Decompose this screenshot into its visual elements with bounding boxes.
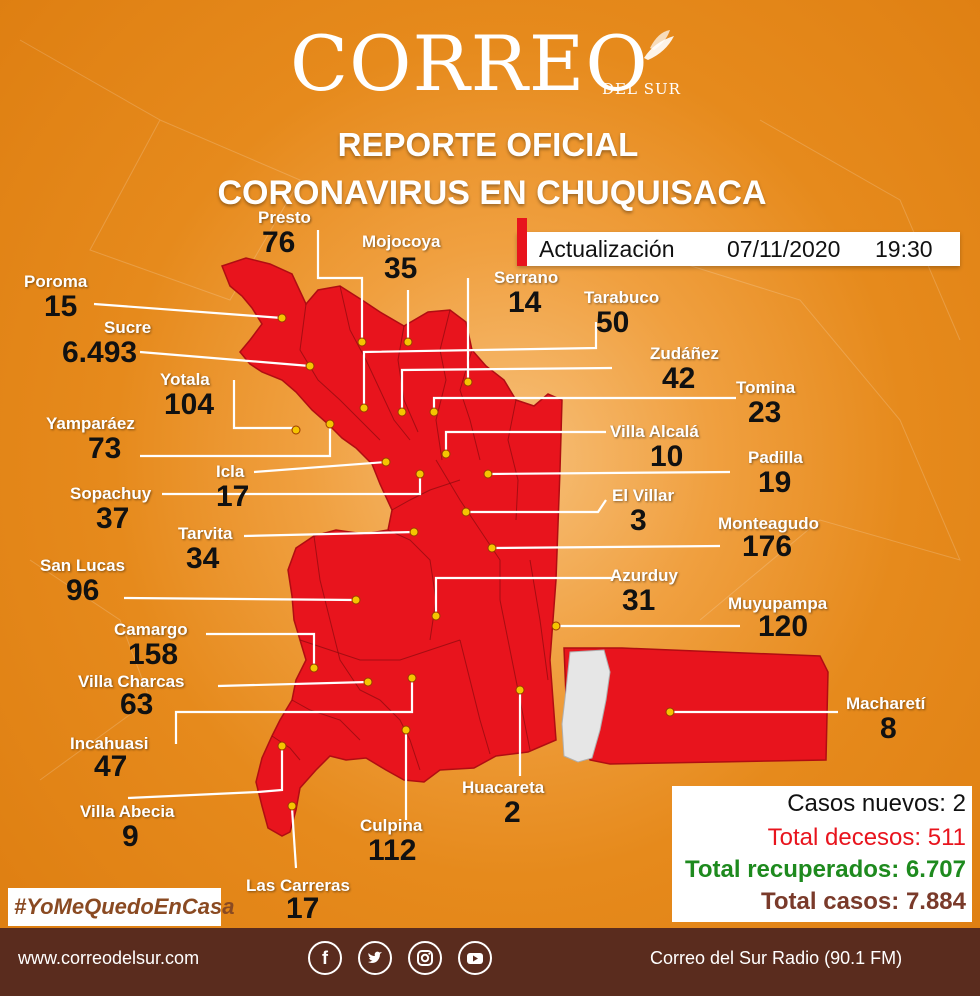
label-camargo: Camargo xyxy=(114,620,188,639)
update-accent-bar xyxy=(517,218,527,266)
value-presto: 76 xyxy=(262,226,296,259)
label-icla: Icla xyxy=(216,462,245,481)
label-sopachuy: Sopachuy xyxy=(70,484,152,503)
value-san-lucas: 96 xyxy=(66,574,100,607)
label-zudanez: Zudáñez xyxy=(650,344,719,363)
title-line-1: REPORTE OFICIAL xyxy=(337,126,639,163)
brand-sub: DEL SUR xyxy=(602,80,681,98)
label-villa-charcas: Villa Charcas xyxy=(78,672,185,691)
hashtag-badge: #YoMeQuedoEnCasa xyxy=(8,888,234,926)
stat-deaths: Total decesos: 511 xyxy=(767,824,966,851)
label-incahuasi: Incahuasi xyxy=(70,734,149,753)
label-monteagudo: Monteagudo xyxy=(718,514,820,533)
update-time: 19:30 xyxy=(875,236,933,262)
value-muyupampa: 120 xyxy=(758,610,809,643)
value-poroma: 15 xyxy=(44,290,78,323)
value-yamparaez: 73 xyxy=(88,432,122,465)
label-san-lucas: San Lucas xyxy=(40,556,126,575)
value-machareti: 8 xyxy=(880,712,897,745)
value-incahuasi: 47 xyxy=(94,750,128,783)
youtube-icon[interactable] xyxy=(458,941,492,975)
value-villa-alcala: 10 xyxy=(650,440,684,473)
value-las-carreras: 17 xyxy=(286,892,320,925)
update-label: Actualización xyxy=(539,236,675,262)
brand-name: CORREO xyxy=(290,19,649,108)
label-huacareta: Huacareta xyxy=(462,778,545,797)
title-line-2: CORONAVIRUS EN CHUQUISACA xyxy=(217,174,767,212)
stat-total: Total casos: 7.884 xyxy=(761,888,966,915)
label-serrano: Serrano xyxy=(494,268,559,287)
label-azurduy: Azurduy xyxy=(610,566,678,585)
label-poroma: Poroma xyxy=(24,272,88,291)
value-el-villar: 3 xyxy=(630,504,647,537)
municipal-borders xyxy=(271,285,549,771)
facebook-icon[interactable]: f xyxy=(308,941,342,975)
label-las-carreras: Las Carreras xyxy=(246,876,350,895)
value-huacareta: 2 xyxy=(504,796,521,829)
value-culpina: 112 xyxy=(368,834,417,867)
label-macharet: Macharetí xyxy=(846,694,926,713)
network-background xyxy=(19,39,961,781)
label-tomina: Tomina xyxy=(736,378,796,397)
value-padilla: 19 xyxy=(758,466,792,499)
leaf-icon xyxy=(644,30,674,60)
label-padilla: Padilla xyxy=(748,448,803,467)
label-muyupampa: Muyupampa xyxy=(728,594,828,613)
footer: www.correodelsur.com f Correo del Sur Ra… xyxy=(0,928,980,996)
label-mojocoya: Mojocoya xyxy=(362,232,441,251)
value-monteagudo: 176 xyxy=(742,530,793,563)
label-villa-alcala: Villa Alcalá xyxy=(610,422,699,441)
value-camargo: 158 xyxy=(128,638,179,671)
label-culpina: Culpina xyxy=(360,816,423,835)
leader-lines xyxy=(93,230,838,869)
value-tomina: 23 xyxy=(748,396,782,429)
value-tarabuco: 50 xyxy=(596,306,630,339)
value-villa-abecia: 9 xyxy=(122,820,139,853)
enclave-region xyxy=(561,649,611,763)
municipality-markers xyxy=(277,313,675,811)
label-sucre: Sucre xyxy=(104,318,152,337)
radio-info: Correo del Sur Radio (90.1 FM) xyxy=(650,948,903,968)
label-tarabuco: Tarabuco xyxy=(584,288,660,307)
value-mojocoya: 35 xyxy=(384,252,418,285)
label-el-villar: El Villar xyxy=(612,486,675,505)
label-yamparaez: Yamparáez xyxy=(46,414,135,433)
label-villa-abecia: Villa Abecia xyxy=(80,802,175,821)
hashtag-text: #YoMeQuedoEnCasa xyxy=(14,894,235,919)
stat-recovered: Total recuperados: 6.707 xyxy=(685,856,966,883)
value-azurduy: 31 xyxy=(622,584,656,617)
value-icla: 17 xyxy=(216,480,250,513)
value-villa-charcas: 63 xyxy=(120,688,154,721)
brand-logo: CORREO DEL SUR xyxy=(290,22,710,112)
label-tarvita: Tarvita xyxy=(178,524,233,543)
stats-box: Casos nuevos: 2 Total decesos: 511 Total… xyxy=(672,786,972,922)
value-zudanez: 42 xyxy=(662,362,696,395)
stat-new-cases: Casos nuevos: 2 xyxy=(787,790,966,817)
value-serrano: 14 xyxy=(508,286,542,319)
website-link[interactable]: www.correodelsur.com xyxy=(18,948,200,968)
value-yotala: 104 xyxy=(164,388,215,421)
value-tarvita: 34 xyxy=(186,542,220,575)
value-sucre: 6.493 xyxy=(62,336,138,369)
twitter-icon[interactable] xyxy=(358,941,392,975)
value-sopachuy: 37 xyxy=(96,502,130,535)
label-presto: Presto xyxy=(258,208,311,227)
update-date: 07/11/2020 xyxy=(727,236,841,262)
update-banner: Actualización 07/11/2020 19:30 xyxy=(517,218,960,266)
label-yotala: Yotala xyxy=(160,370,210,389)
instagram-icon[interactable] xyxy=(408,941,442,975)
